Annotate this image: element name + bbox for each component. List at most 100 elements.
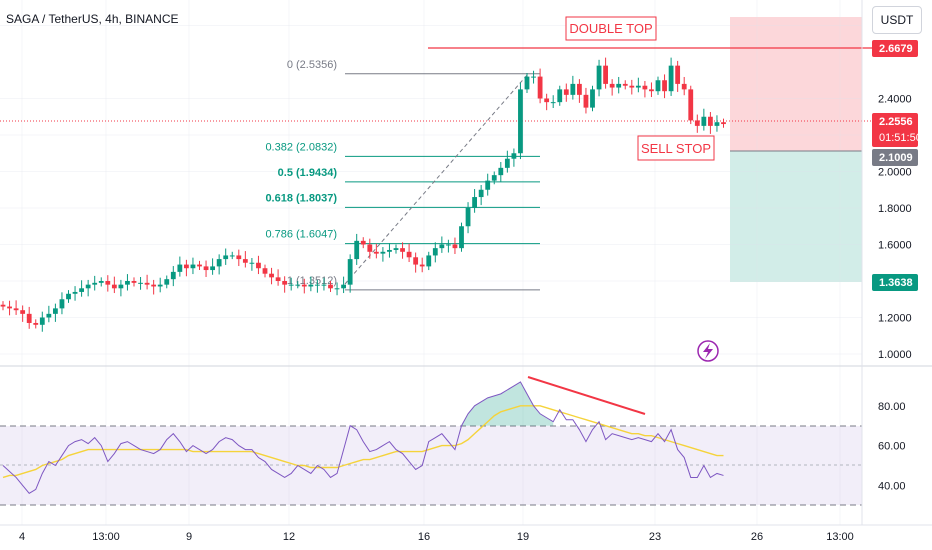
candle-body bbox=[635, 85, 641, 88]
candle-body bbox=[249, 262, 255, 264]
candle-body bbox=[164, 279, 170, 285]
sell-stop-annotation[interactable]: SELL STOP bbox=[637, 135, 715, 161]
sell-zone-green bbox=[730, 151, 862, 282]
candle-body bbox=[629, 85, 635, 88]
double-top-annotation[interactable]: DOUBLE TOP bbox=[565, 16, 657, 41]
candle-body bbox=[269, 273, 274, 278]
chart-title: SAGA / TetherUS, 4h, BINANCE bbox=[6, 12, 179, 26]
time-tick-label: 13:00 bbox=[92, 531, 120, 543]
candle-body bbox=[33, 322, 39, 325]
rsi-tick-label: 40.00 bbox=[878, 480, 906, 492]
price-tick-label: 2.4000 bbox=[878, 94, 912, 106]
fib-level-label: 0.618 (1.8037) bbox=[265, 192, 337, 204]
candle-body bbox=[387, 249, 392, 252]
candle-body bbox=[459, 226, 464, 249]
candle-body bbox=[603, 65, 608, 84]
candle-body bbox=[256, 262, 261, 269]
time-tick-label: 19 bbox=[517, 531, 529, 543]
fib-trend-line bbox=[344, 73, 529, 285]
candle-body bbox=[223, 255, 229, 260]
candle-body bbox=[465, 208, 471, 227]
candle-body bbox=[537, 76, 543, 99]
time-tick-label: 9 bbox=[186, 531, 192, 543]
candle-body bbox=[301, 284, 307, 287]
candle-body bbox=[85, 284, 91, 289]
candle-body bbox=[439, 244, 445, 249]
candle-body bbox=[550, 102, 556, 104]
sell-stop-label: SELL STOP bbox=[641, 141, 711, 156]
candle-body bbox=[380, 251, 386, 254]
fib-level-label: 0.382 (2.0832) bbox=[265, 141, 337, 153]
candle-body bbox=[478, 189, 484, 198]
candle-body bbox=[203, 266, 209, 271]
time-tick-label: 13:00 bbox=[826, 531, 854, 543]
rsi-overbought-fill bbox=[445, 381, 554, 426]
candle-body bbox=[583, 94, 589, 108]
candle-body bbox=[53, 308, 58, 314]
candle-body bbox=[563, 89, 569, 95]
candle-body bbox=[79, 288, 84, 292]
candle-body bbox=[413, 257, 419, 265]
price-tag-value: 2.2556 bbox=[879, 116, 913, 128]
price-tick-label: 1.2000 bbox=[878, 313, 912, 325]
candle-body bbox=[138, 282, 143, 284]
candle-body bbox=[315, 284, 320, 286]
candle-body bbox=[92, 282, 98, 285]
price-tag bbox=[872, 149, 918, 166]
rsi-axis[interactable]: 80.00 60.00 40.00 bbox=[878, 401, 906, 493]
price-tick-label: 2.0000 bbox=[878, 167, 912, 179]
candle-body bbox=[26, 313, 32, 323]
price-tag bbox=[872, 113, 918, 147]
candle-body bbox=[177, 264, 183, 272]
candle-body bbox=[184, 264, 189, 269]
candle-body bbox=[262, 268, 268, 274]
double-top-label: DOUBLE TOP bbox=[569, 21, 652, 36]
fib-level-label: 0.786 (1.6047) bbox=[265, 229, 337, 241]
price-axis[interactable]: 2.80002.40002.20002.00001.80001.60001.40… bbox=[878, 21, 912, 362]
price-tick-label: 1.0000 bbox=[878, 349, 912, 361]
candle-body bbox=[59, 299, 65, 309]
grid bbox=[0, 0, 862, 525]
candle-body bbox=[13, 308, 19, 311]
candle-body bbox=[714, 122, 720, 126]
candle-body bbox=[334, 288, 340, 290]
price-tag-value: 2.1009 bbox=[879, 152, 913, 164]
time-tick-label: 4 bbox=[19, 531, 25, 543]
fib-level-label: 0.5 (1.9434) bbox=[278, 167, 338, 179]
candle-body bbox=[190, 264, 196, 269]
candle-body bbox=[118, 284, 124, 289]
candle-body bbox=[295, 284, 301, 286]
candle-body bbox=[39, 317, 45, 325]
time-axis[interactable]: 4 13:00 9 12 16 19 23 26 13:00 bbox=[19, 531, 854, 543]
candle-body bbox=[282, 281, 288, 285]
fibonacci-retracement: 0 (2.5356) 0.382 (2.0832) 0.5 (1.9434) 0.61… bbox=[265, 59, 540, 291]
candle-body bbox=[0, 304, 6, 307]
candle-body bbox=[347, 259, 353, 285]
candle-body bbox=[504, 158, 510, 168]
candle-body bbox=[655, 80, 661, 92]
candle-body bbox=[170, 271, 176, 280]
time-tick-label: 16 bbox=[418, 531, 430, 543]
candles bbox=[0, 57, 726, 332]
candle-body bbox=[721, 122, 726, 125]
price-tick-label: 1.8000 bbox=[878, 203, 912, 215]
candle-body bbox=[419, 264, 425, 267]
candle-body bbox=[426, 255, 432, 267]
candle-body bbox=[675, 65, 681, 84]
price-tag-value: 2.6679 bbox=[879, 43, 913, 55]
candle-body bbox=[694, 120, 700, 126]
candle-body bbox=[46, 313, 52, 318]
candle-body bbox=[616, 83, 622, 88]
candle-body bbox=[328, 284, 333, 289]
candle-body bbox=[242, 259, 248, 263]
candle-body bbox=[577, 83, 582, 95]
time-tick-label: 26 bbox=[751, 531, 763, 543]
price-tag bbox=[872, 274, 918, 291]
candle-body bbox=[20, 310, 26, 314]
currency-button[interactable]: USDT bbox=[872, 6, 922, 34]
lightning-icon[interactable] bbox=[697, 340, 719, 362]
candle-body bbox=[216, 259, 222, 267]
time-tick-label: 23 bbox=[649, 531, 661, 543]
candle-body bbox=[236, 255, 242, 260]
